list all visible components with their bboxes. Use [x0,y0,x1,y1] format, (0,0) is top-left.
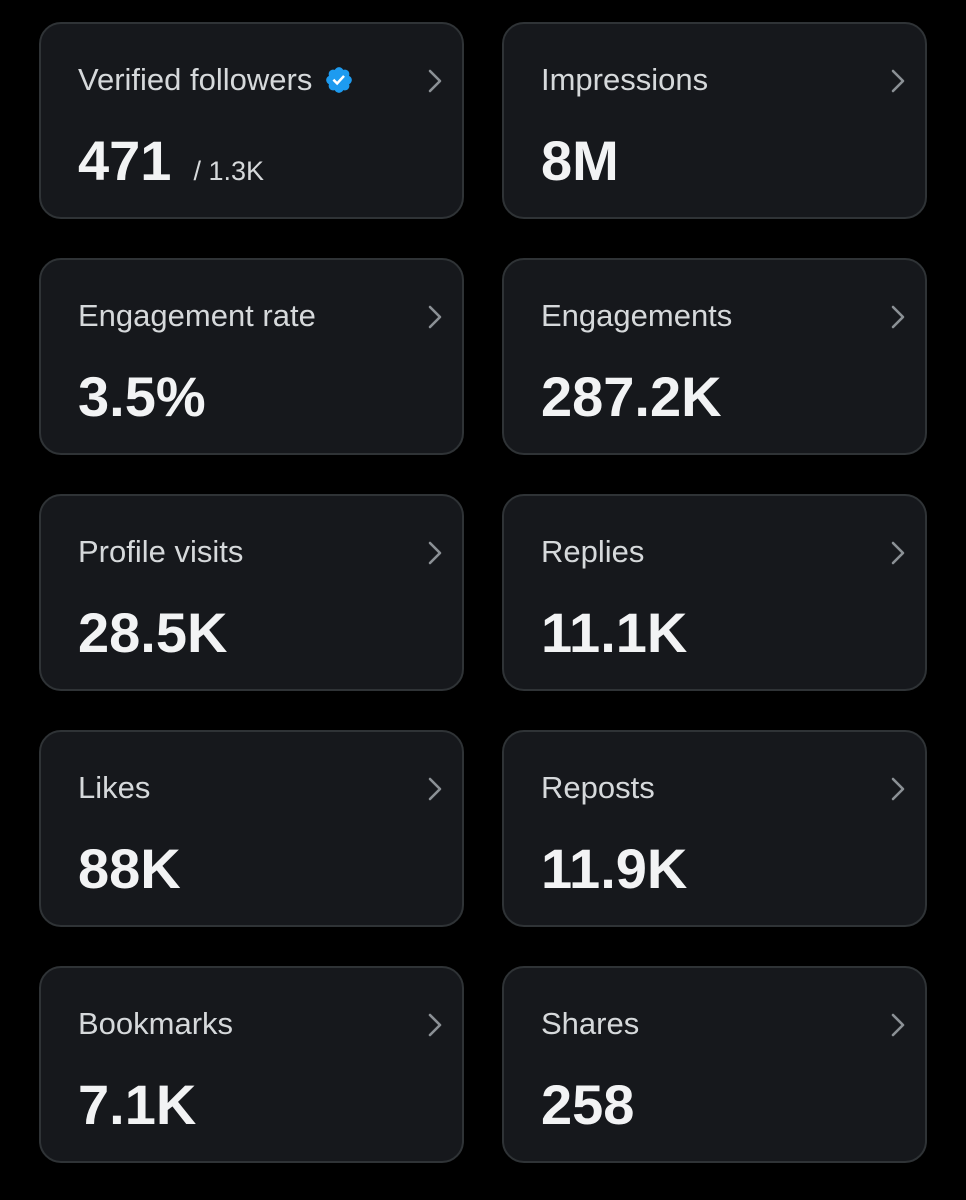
card-label-wrapper: Verified followers [78,62,354,98]
card-reposts[interactable]: Reposts 11.9K [502,730,927,927]
card-value: 471 [78,129,172,192]
chevron-right-icon [891,305,905,329]
card-impressions[interactable]: Impressions 8M [502,22,927,219]
card-label: Impressions [541,62,709,97]
card-verified-followers[interactable]: Verified followers 471 / 1.3K [39,22,464,219]
card-value: 3.5% [78,365,206,428]
card-bookmarks[interactable]: Bookmarks 7.1K [39,966,464,1163]
chevron-right-icon [428,305,442,329]
card-engagement-rate[interactable]: Engagement rate 3.5% [39,258,464,455]
card-replies[interactable]: Replies 11.1K [502,494,927,691]
card-profile-visits[interactable]: Profile visits 28.5K [39,494,464,691]
card-value: 11.1K [541,601,688,664]
card-value: 11.9K [541,837,688,900]
chevron-right-icon [891,541,905,565]
verified-badge-icon [324,65,354,95]
chevron-right-icon [891,1013,905,1037]
card-value: 287.2K [541,365,722,428]
card-value: 88K [78,837,181,900]
card-label: Replies [541,534,645,569]
chevron-right-icon [428,1013,442,1037]
chevron-right-icon [428,69,442,93]
card-label: Verified followers [78,62,313,97]
card-label: Engagement rate [78,298,316,333]
card-label: Shares [541,1006,640,1041]
card-label: Profile visits [78,534,244,569]
chevron-right-icon [428,777,442,801]
card-label: Bookmarks [78,1006,234,1041]
card-value: 258 [541,1073,635,1136]
card-value: 8M [541,129,619,192]
chevron-right-icon [891,69,905,93]
card-shares[interactable]: Shares 258 [502,966,927,1163]
metrics-grid: Verified followers 471 / 1.3K Impression… [39,22,927,1163]
card-value: 7.1K [78,1073,197,1136]
card-value: 28.5K [78,601,228,664]
card-total: / 1.3K [193,156,264,186]
card-label: Likes [78,770,151,805]
card-engagements[interactable]: Engagements 287.2K [502,258,927,455]
card-likes[interactable]: Likes 88K [39,730,464,927]
chevron-right-icon [891,777,905,801]
card-value-wrapper: 471 / 1.3K [78,128,264,204]
card-label: Engagements [541,298,733,333]
card-label: Reposts [541,770,655,805]
chevron-right-icon [428,541,442,565]
